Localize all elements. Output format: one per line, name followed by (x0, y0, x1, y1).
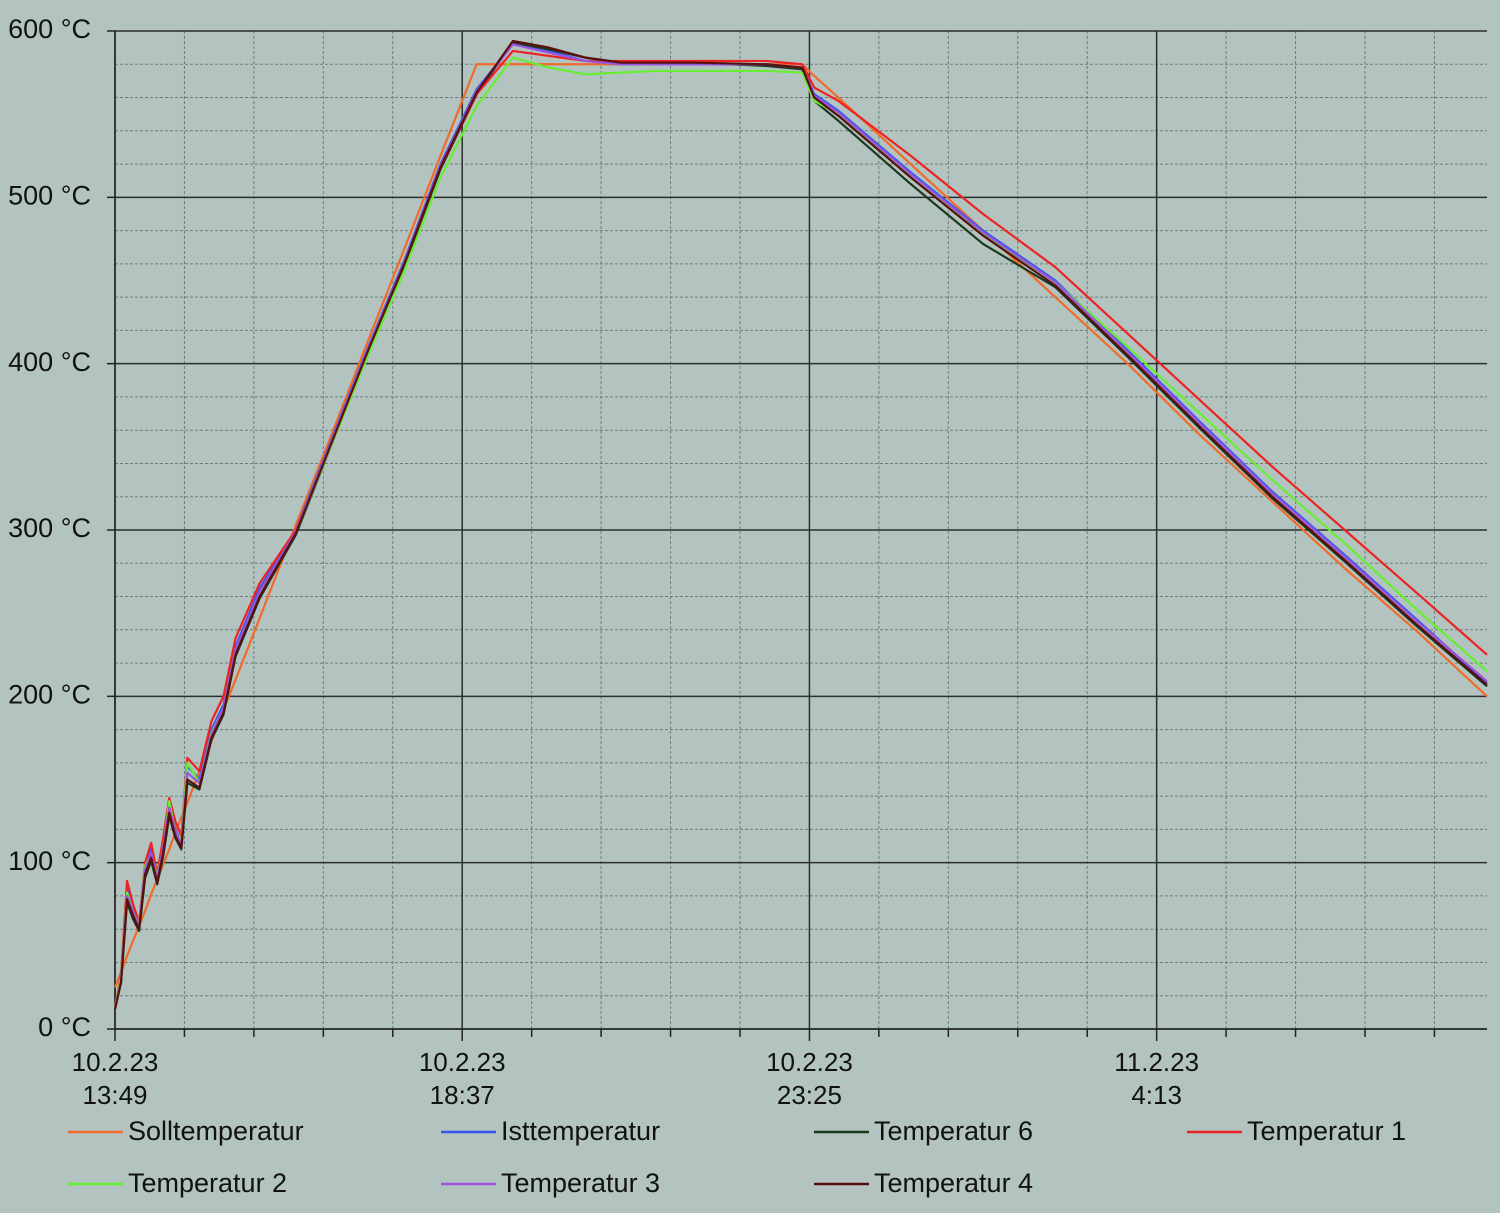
series-line (113, 43, 1488, 1010)
y-tick-label: 400 °C (8, 347, 91, 377)
legend-label: Solltemperatur (128, 1116, 304, 1146)
y-tick-label: 200 °C (8, 679, 91, 709)
legend-label: Temperatur 1 (1247, 1116, 1406, 1146)
series-line (113, 39, 1488, 1010)
series-line (113, 63, 1488, 988)
legend-label: Temperatur 3 (501, 1168, 660, 1198)
series-line (113, 41, 1488, 1010)
y-tick-label: 600 °C (8, 14, 91, 44)
y-tick-label: 500 °C (8, 180, 91, 210)
legend-label: Isttemperatur (501, 1116, 660, 1146)
x-tick-label: 10.2.23 18:37 (418, 1047, 506, 1110)
y-tick-label: 300 °C (8, 513, 91, 543)
x-tick-label: 11.2.23 4:13 (1114, 1047, 1200, 1110)
x-tick-label: 10.2.23 13:49 (71, 1047, 159, 1110)
y-tick-label: 100 °C (8, 846, 91, 876)
x-tick-label: 10.2.23 23:25 (766, 1047, 853, 1110)
y-tick-label: 0 °C (38, 1012, 91, 1042)
series-line (113, 43, 1488, 1010)
series-line (113, 49, 1488, 1008)
legend-label: Temperatur 6 (874, 1116, 1033, 1146)
legend-label: Temperatur 4 (874, 1168, 1033, 1198)
legend-label: Temperatur 2 (128, 1168, 287, 1198)
series-line (113, 56, 1488, 1008)
